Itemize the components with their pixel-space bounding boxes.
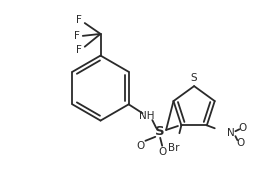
Text: O: O xyxy=(136,141,145,151)
Text: F: F xyxy=(74,31,80,41)
Text: O: O xyxy=(236,138,244,148)
Text: O: O xyxy=(158,147,166,157)
Text: N: N xyxy=(227,128,234,138)
Text: F: F xyxy=(76,15,82,25)
Text: S: S xyxy=(191,73,197,83)
Text: Br: Br xyxy=(168,143,179,153)
Text: NH: NH xyxy=(139,111,154,121)
Text: S: S xyxy=(156,125,165,138)
Text: O: O xyxy=(238,123,247,133)
Text: F: F xyxy=(76,45,82,55)
